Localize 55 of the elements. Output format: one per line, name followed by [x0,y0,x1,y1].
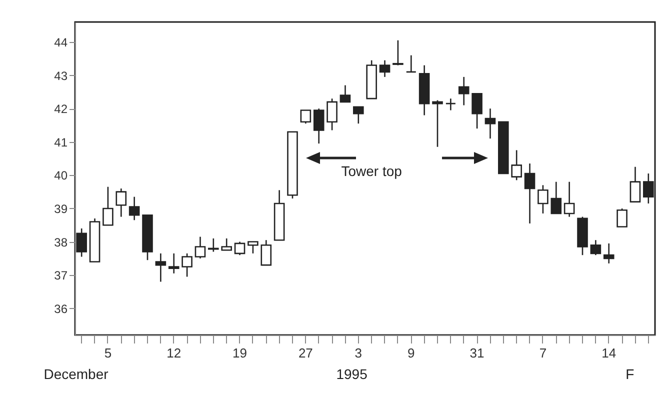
x-tick-label: 19 [232,346,248,360]
candlestick [102,186,114,226]
candlestick [511,150,522,181]
x-tick-label: 31 [470,346,484,360]
candlestick [406,54,417,73]
candlestick [603,242,614,264]
y-tick-label: 36 [54,302,68,316]
candlestick [300,110,312,124]
candlestick [340,84,351,103]
candlestick [630,166,641,202]
candlestick [155,252,166,282]
candlestick [445,98,456,111]
candlestick [616,208,628,228]
y-tick-label: 40 [54,168,68,183]
y-tick-label: 37 [54,268,68,283]
x-tick-label: 3 [354,346,362,360]
candlestick [458,76,470,106]
x-tick-label: 7 [539,346,547,360]
y-tick-label: 42 [54,102,68,116]
candlestick [472,92,482,130]
candlestick [379,60,390,78]
candlestick [194,236,206,260]
candlestick [248,241,258,254]
text: December [44,366,109,382]
candlestick [538,184,548,214]
candlestick [182,252,192,278]
y-tick-label: 44 [54,35,68,50]
y-tick-label: 43 [54,68,68,83]
candlestick [564,181,575,218]
y-tick-label: 41 [54,135,68,150]
y-tick-label: 39 [54,202,68,216]
candlestick [313,108,324,144]
x-tick-label: 5 [104,346,112,360]
y-tick-label: 38 [54,235,68,250]
candlestick [168,252,180,274]
candlestick [432,100,443,148]
candlestick [234,241,246,256]
x-tick-label: 14 [602,346,616,360]
text: F [626,366,634,382]
x-tick-label: 12 [166,346,182,360]
x-tick-label: 9 [408,346,415,360]
candlestick [326,98,338,131]
candlestick [590,239,602,256]
candlestick [550,181,562,214]
text: 1995 [336,366,368,382]
candlestick [116,188,127,218]
annotation: Tower top [341,162,402,179]
candlestick [128,196,140,221]
candlestick [221,238,232,251]
candlestick [484,108,496,140]
candlestick [353,106,364,124]
x-tick-label: 27 [298,346,313,360]
candlestick [392,40,404,66]
candlestick [524,162,536,224]
candlestick [260,239,272,266]
